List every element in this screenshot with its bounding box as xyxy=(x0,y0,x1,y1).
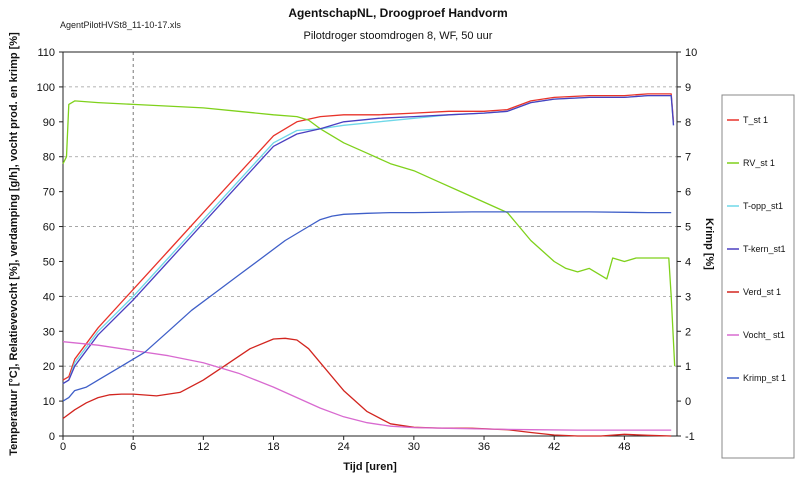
legend-label-rv-st-1: RV_st 1 xyxy=(743,158,775,168)
legend-label-krimp-st-1: Krimp_st 1 xyxy=(743,373,786,383)
x-tick-label: 24 xyxy=(338,441,350,453)
x-tick-label: 30 xyxy=(408,441,420,453)
series-lines xyxy=(62,93,676,437)
y-axis-label: Temperatuur [°C], Relatievevocht [%], ve… xyxy=(8,32,20,456)
y2-tick-label: 6 xyxy=(685,187,691,199)
plot-area xyxy=(62,51,678,437)
y-tick-label: 0 xyxy=(49,431,55,443)
series-line-t-opp-st1 xyxy=(62,94,675,385)
source-filename: AgentPilotHVSt8_11-10-17.xls xyxy=(60,20,181,30)
series-line-vocht-st1 xyxy=(62,341,672,431)
y2-tick-label: 10 xyxy=(685,47,697,59)
y2-tick-label: 0 xyxy=(685,396,691,408)
series-line-t-st-1 xyxy=(62,93,675,381)
y2-tick-label: 7 xyxy=(685,152,691,164)
series-line-verd-st-1 xyxy=(62,337,672,437)
y2-tick-label: 5 xyxy=(685,222,691,234)
chart-subtitle: Pilotdroger stoomdrogen 8, WF, 50 uur xyxy=(303,30,493,42)
y2-tick-label: 4 xyxy=(685,256,691,268)
x-tick-label: 12 xyxy=(197,441,209,453)
y2-tick-label: -1 xyxy=(685,431,695,443)
x-tick-label: 42 xyxy=(548,441,560,453)
legend-label-vocht-st1: Vocht_ st1 xyxy=(743,330,785,340)
legend: T_st 1 RV_st 1 T-opp_st1 T-kern_st1 Verd_st … xyxy=(721,94,795,459)
y-tick-label: 90 xyxy=(43,117,55,129)
y-tick-label: 40 xyxy=(43,291,55,303)
y-tick-label: 20 xyxy=(43,361,55,373)
legend-label-t-kern-st1: T-kern_st1 xyxy=(743,244,786,254)
x-tick-label: 48 xyxy=(618,441,630,453)
series-line-krimp-st-1 xyxy=(62,211,672,402)
legend-label-t-st-1: T_st 1 xyxy=(743,115,768,125)
y2-tick-label: 3 xyxy=(685,291,691,303)
x-axis-label: Tijd [uren] xyxy=(343,461,397,473)
y-tick-label: 30 xyxy=(43,326,55,338)
y2-axis-ticks: -1 0 1 2 3 4 5 6 7 8 9 10 xyxy=(677,47,697,443)
x-tick-label: 18 xyxy=(267,441,279,453)
x-axis-ticks: 0 6 12 18 24 30 36 42 48 xyxy=(60,436,630,453)
legend-box xyxy=(721,94,795,459)
y-axis-ticks: 0 10 20 30 40 50 60 70 80 90 100 110 xyxy=(37,47,63,443)
y-tick-label: 60 xyxy=(43,222,55,234)
y-tick-label: 10 xyxy=(43,396,55,408)
series-line-rv-st-1 xyxy=(62,100,676,367)
y2-tick-label: 9 xyxy=(685,82,691,94)
legend-label-t-opp-st1: T-opp_st1 xyxy=(743,201,783,211)
x-tick-label: 0 xyxy=(60,441,66,453)
y2-tick-label: 2 xyxy=(685,326,691,338)
grid-lines xyxy=(63,52,677,436)
y2-tick-label: 8 xyxy=(685,117,691,129)
y-tick-label: 110 xyxy=(37,47,55,59)
x-tick-label: 6 xyxy=(130,441,136,453)
y-tick-label: 100 xyxy=(37,82,55,94)
y-tick-label: 80 xyxy=(43,152,55,164)
y-tick-label: 70 xyxy=(43,187,55,199)
legend-label-verd-st-1: Verd_st 1 xyxy=(743,287,781,297)
chart-title: AgentschapNL, Droogproef Handvorm xyxy=(288,6,508,20)
y2-axis-label: Krimp [%] xyxy=(703,218,715,270)
y-tick-label: 50 xyxy=(43,256,55,268)
series-line-t-kern-st1 xyxy=(62,94,675,385)
x-tick-label: 36 xyxy=(478,441,490,453)
y2-tick-label: 1 xyxy=(685,361,691,373)
